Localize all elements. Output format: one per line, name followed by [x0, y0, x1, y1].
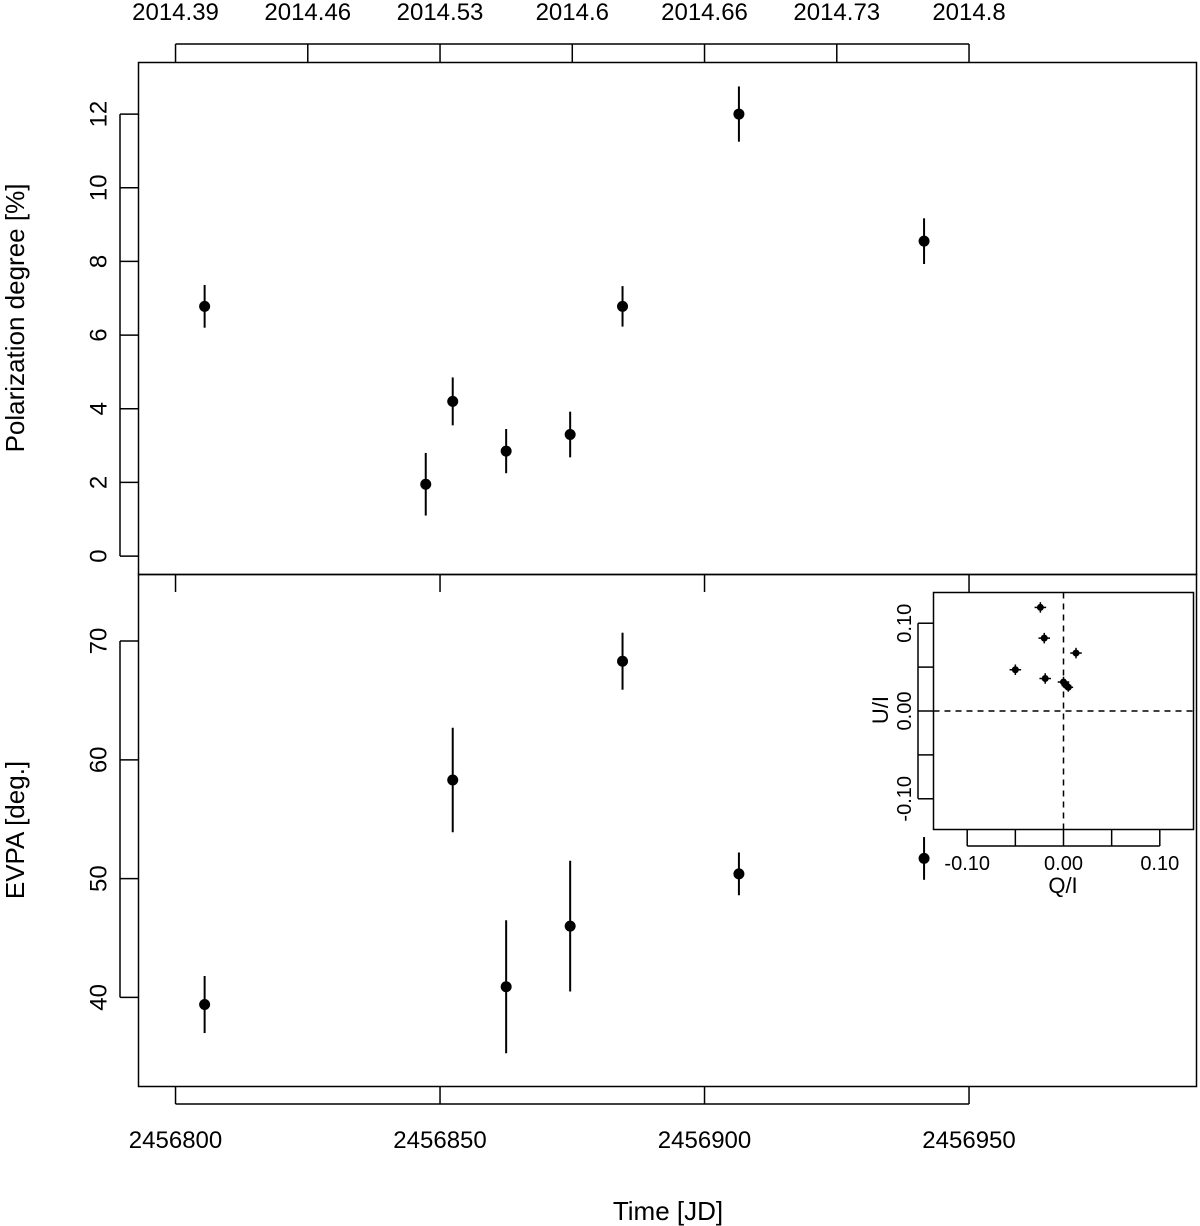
polarization-y-tick-label: 12 [85, 101, 112, 128]
qu-inset-point [1072, 649, 1080, 657]
qu-inset-x-tick-label: 0.00 [1044, 853, 1083, 875]
polarization-point [447, 395, 459, 407]
evpa-point [918, 852, 930, 864]
qu-inset-x-axis-title: Q/I [1048, 873, 1077, 898]
top-tick-label: 2014.8 [932, 0, 1005, 26]
polarization-y-tick-label: 10 [85, 174, 112, 201]
bottom-tick-label: 2456900 [658, 1127, 751, 1154]
evpa-point [564, 920, 576, 932]
polarization-y-tick-label: 0 [85, 549, 112, 562]
qu-inset-point [1036, 603, 1044, 611]
bottom-tick-label: 2456800 [129, 1127, 222, 1154]
qu-inset-x-tick-label: 0.10 [1140, 853, 1179, 875]
qu-inset-point [1064, 683, 1072, 691]
qu-inset-point [1040, 634, 1048, 642]
polarization-y-tick-label: 8 [85, 255, 112, 268]
evpa-y-tick-label: 50 [85, 865, 112, 892]
polarization-y-tick-label: 2 [85, 476, 112, 489]
evpa-point [617, 655, 629, 667]
qu-inset-y-tick-label: -0.10 [894, 776, 916, 822]
evpa-y-tick-label: 70 [85, 628, 112, 655]
qu-inset-point [1041, 675, 1049, 683]
bottom-tick-label: 2456850 [393, 1127, 486, 1154]
polarization-point [733, 108, 745, 120]
polarization-y-axis-title: Polarization degree [%] [0, 184, 30, 453]
bottom-tick-label: 2456950 [922, 1127, 1015, 1154]
polarization-panel-frame [137, 61, 1198, 576]
top-date-axis: 2014.39 2014.46 2014.53 2014.6 2014.66 2014.7… [132, 0, 1006, 62]
evpa-y-axis: 40 50 60 70 [85, 628, 138, 1011]
top-tick-label: 2014.39 [132, 0, 219, 26]
polarization-y-tick-label: 4 [85, 402, 112, 415]
top-tick-label: 2014.73 [793, 0, 880, 26]
qu-inset-x-axis: -0.10 0.00 0.10 [944, 829, 1179, 875]
polarization-point [199, 300, 211, 312]
qu-inset-y-axis: -0.10 0.00 0.10 [894, 604, 934, 822]
polarization-point [918, 235, 930, 247]
evpa-y-axis-title: EVPA [deg.] [0, 761, 30, 899]
qu-inset-y-tick-label: 0.10 [894, 604, 916, 643]
evpa-panel-frame [137, 573, 1198, 1088]
evpa-y-tick-label: 40 [85, 984, 112, 1011]
qu-inset-x-tick-label: -0.10 [944, 853, 990, 875]
evpa-point [447, 774, 459, 786]
polarization-series [199, 86, 930, 516]
polarization-point [564, 429, 576, 441]
evpa-point [500, 981, 512, 993]
polarization-y-axis: 0 2 4 6 8 10 12 [85, 101, 138, 563]
qu-inset-point [1011, 666, 1019, 674]
x-axis-title: Time [JD] [613, 1196, 723, 1226]
qu-inset-series [1009, 602, 1082, 692]
top-tick-label: 2014.6 [536, 0, 609, 26]
top-tick-label: 2014.66 [661, 0, 748, 26]
top-tick-label: 2014.53 [397, 0, 484, 26]
polarization-point [420, 478, 432, 490]
evpa-point [199, 999, 211, 1011]
evpa-y-tick-label: 60 [85, 746, 112, 773]
bottom-jd-axis: 2456800 2456850 2456900 2456950 [129, 1086, 1016, 1154]
evpa-point [733, 868, 745, 880]
polarization-point [500, 445, 512, 457]
qu-inset-y-tick-label: 0.00 [894, 692, 916, 731]
middle-x-ticks [174, 574, 970, 592]
top-tick-label: 2014.46 [264, 0, 351, 26]
qu-inset-y-axis-title: U/I [868, 696, 893, 724]
polarization-point [617, 300, 629, 312]
evpa-series [199, 632, 930, 1054]
polarization-y-tick-label: 6 [85, 328, 112, 341]
